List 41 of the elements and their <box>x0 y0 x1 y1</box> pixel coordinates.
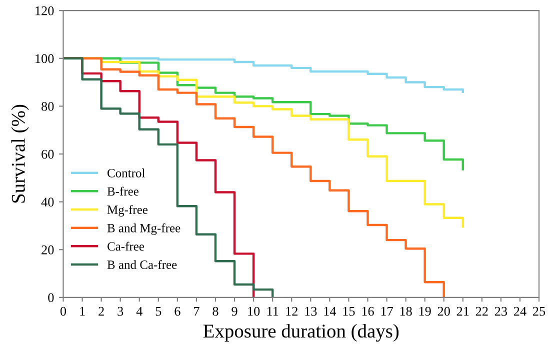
x-tick-label: 25 <box>532 306 546 316</box>
y-tick-label: 120 <box>36 6 54 16</box>
x-tick-label: 23 <box>494 306 508 316</box>
x-tick-label: 12 <box>286 306 298 316</box>
x-tick-label: 7 <box>194 306 200 316</box>
y-tick-label: 0 <box>48 293 54 302</box>
x-tick-label: 22 <box>476 306 488 316</box>
y-tick-label: 20 <box>42 245 54 254</box>
x-tick-label: 16 <box>362 306 374 316</box>
x-tick-label: 15 <box>343 306 355 316</box>
x-tick-label: 0 <box>60 306 66 316</box>
x-tick-label: 10 <box>248 306 260 316</box>
y-tick-label: 40 <box>41 198 54 207</box>
x-tick-label: 17 <box>381 306 393 316</box>
x-tick-label: 19 <box>419 306 431 316</box>
x-tick-label: 21 <box>456 306 469 316</box>
x-axis-title: Exposure duration (days) <box>203 324 399 342</box>
y-tick-label: 80 <box>42 102 54 111</box>
x-tick-label: 4 <box>136 306 142 316</box>
x-tick-label: 24 <box>514 306 526 316</box>
x-tick-label: 13 <box>305 306 317 316</box>
y-axis-title: Survival (%) <box>11 104 29 203</box>
x-tick-label: 5 <box>156 306 162 316</box>
legend-label: Ca-free <box>108 242 144 251</box>
y-tick-label: 100 <box>36 54 54 64</box>
x-tick-label: 1 <box>80 306 85 316</box>
x-tick-label: 11 <box>267 306 278 316</box>
x-tick-label: 14 <box>324 306 336 316</box>
x-tick-label: 9 <box>232 306 238 316</box>
y-tick-label: 60 <box>42 150 54 159</box>
x-tick-label: 3 <box>118 306 124 316</box>
legend-label: Control <box>108 168 145 178</box>
x-tick-label: 6 <box>174 306 180 316</box>
x-tick-label: 2 <box>98 306 104 316</box>
x-tick-label: 8 <box>212 306 218 316</box>
x-tick-label: 20 <box>438 306 450 316</box>
legend-label: B and Ca-free <box>107 260 177 269</box>
legend-label: B-free <box>107 186 138 196</box>
x-tick-label: 18 <box>400 306 412 316</box>
legend-label: B and Mg-free <box>107 223 180 235</box>
legend-label: Mg-free <box>107 205 148 217</box>
